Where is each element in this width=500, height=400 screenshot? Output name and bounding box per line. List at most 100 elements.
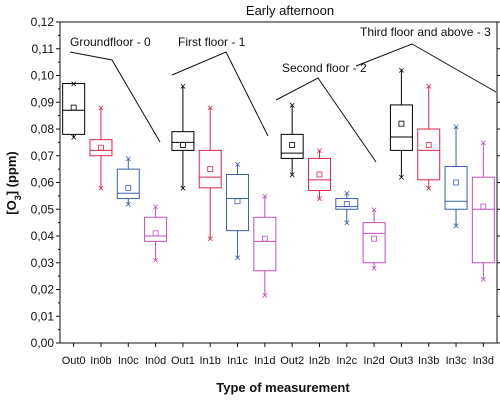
- box-iqr: [417, 128, 441, 181]
- floor-annotation-bracket: [171, 51, 269, 137]
- box-mean: [453, 179, 459, 186]
- box-In3b: ××: [417, 81, 441, 195]
- y-axis: 0,00 0,01 0,02 0,03 0,04 0,05 0,06 0,07 0,08 0,09…: [31, 15, 500, 350]
- box-iqr: [444, 165, 468, 210]
- extreme-marker: ×: [480, 274, 486, 286]
- extreme-marker: ×: [480, 137, 486, 149]
- box-mean: [261, 235, 268, 242]
- box-In2d: ××: [362, 204, 386, 275]
- box-mean: [371, 235, 377, 242]
- floor-annotations: Groundfloor - 0 First floor - 1 Second flo…: [69, 25, 497, 163]
- y-tick-label: 0,00: [31, 336, 55, 350]
- x-tick-label: In2d: [363, 355, 384, 367]
- x-tick-label: Out0: [62, 355, 86, 367]
- extreme-marker: ×: [262, 191, 268, 203]
- x-axis: Out0 In0b In0c In0d Out1 In1b In1c In1d Out2 In2b…: [62, 343, 494, 367]
- x-tick-label: In1d: [254, 355, 275, 367]
- y-tick-label: 0,11: [32, 42, 55, 56]
- box-mean: [125, 184, 132, 191]
- x-tick-label: Out3: [389, 355, 413, 367]
- extreme-marker: ×: [453, 220, 459, 232]
- y-axis-title-sub: 3: [13, 195, 23, 200]
- x-tick-label: In2b: [309, 355, 330, 367]
- box-In2c: ××: [335, 188, 359, 230]
- extreme-marker: ×: [398, 172, 404, 184]
- box-Out1: ××: [171, 81, 195, 195]
- box-iqr: [144, 216, 168, 242]
- x-tick-label: In3c: [446, 355, 467, 367]
- box-mean: [480, 203, 487, 210]
- box-mean: [343, 200, 350, 207]
- box-iqr: [253, 216, 277, 272]
- y-tick-label: 0,12: [31, 15, 55, 29]
- extreme-marker: ×: [234, 159, 240, 171]
- x-tick-label: Out2: [280, 355, 304, 367]
- extreme-marker: ×: [125, 199, 131, 211]
- extreme-marker: ×: [70, 79, 76, 91]
- box-mean: [289, 142, 296, 148]
- box-Out0: ××: [62, 79, 86, 144]
- y-tick-label: 0,04: [31, 229, 55, 243]
- box-mean: [70, 104, 77, 111]
- box-In1b: ××: [198, 103, 222, 246]
- box-iqr: [198, 149, 222, 189]
- extreme-marker: ×: [262, 290, 268, 302]
- x-tick-label: In3b: [418, 355, 439, 367]
- y-axis-title-rest: ] (ppm): [4, 151, 19, 195]
- box-In0b: ××: [89, 103, 113, 195]
- extreme-marker: ×: [125, 153, 131, 165]
- box-iqr: [307, 157, 331, 192]
- extreme-marker: ×: [398, 65, 404, 77]
- floor-annotation-label: Third floor and above - 3: [360, 25, 491, 39]
- extreme-marker: ×: [98, 103, 104, 115]
- box-In0d: ××: [144, 202, 168, 267]
- floor-annotation-label: Second floor - 2: [282, 61, 367, 75]
- box-iqr: [226, 173, 250, 232]
- box-mean: [234, 198, 241, 205]
- box-Out3: ××: [389, 65, 413, 184]
- extreme-marker: ×: [98, 183, 104, 195]
- y-tick-label: 0,10: [31, 69, 55, 83]
- extreme-marker: ×: [344, 188, 350, 200]
- floor-annotation-bracket: [275, 77, 377, 163]
- box-iqr: [116, 168, 140, 200]
- extreme-marker: ×: [426, 81, 432, 93]
- box-iqr: [62, 83, 86, 135]
- y-tick-label: 0,08: [31, 122, 55, 136]
- box-iqr: [362, 222, 386, 264]
- box-In3d: ××: [471, 137, 495, 286]
- extreme-marker: ×: [152, 202, 158, 214]
- y-tick-label: 0,01: [31, 309, 55, 323]
- extreme-marker: ×: [207, 103, 213, 115]
- x-tick-label: In0c: [118, 355, 139, 367]
- box-mean: [180, 142, 186, 148]
- box-iqr: [280, 133, 304, 159]
- box-iqr: [89, 139, 113, 157]
- extreme-marker: ×: [344, 218, 350, 230]
- floor-annotation-bracket: [355, 43, 497, 93]
- box-series: ×××××× ×××××××××××××× ××××××××××××: [62, 65, 495, 302]
- extreme-marker: ×: [316, 194, 322, 206]
- y-tick-label: 0,09: [31, 95, 55, 109]
- extreme-marker: ×: [426, 183, 432, 195]
- box-mean: [398, 120, 405, 127]
- box-In1c: ××: [226, 159, 250, 264]
- y-tick-label: 0,05: [31, 202, 55, 216]
- extreme-marker: ×: [371, 204, 377, 216]
- extreme-marker: ×: [371, 263, 377, 275]
- box-In2b: ××: [307, 145, 331, 206]
- y-axis-title-main: [O: [4, 200, 19, 214]
- box-mean: [425, 142, 432, 148]
- box-mean: [316, 171, 323, 178]
- x-tick-label: In3d: [473, 355, 494, 367]
- x-tick-label: Out1: [171, 355, 195, 367]
- x-axis-title: Type of measurement: [216, 380, 350, 395]
- box-In0c: ××: [116, 153, 140, 211]
- y-tick-label: 0,06: [31, 176, 55, 190]
- floor-annotation-label: First floor - 1: [178, 35, 246, 49]
- extreme-marker: ×: [453, 121, 459, 133]
- y-tick-label: 0,03: [31, 256, 55, 270]
- floor-annotation-bracket: [69, 51, 161, 143]
- extreme-marker: ×: [316, 145, 322, 157]
- x-tick-label: In1b: [200, 355, 221, 367]
